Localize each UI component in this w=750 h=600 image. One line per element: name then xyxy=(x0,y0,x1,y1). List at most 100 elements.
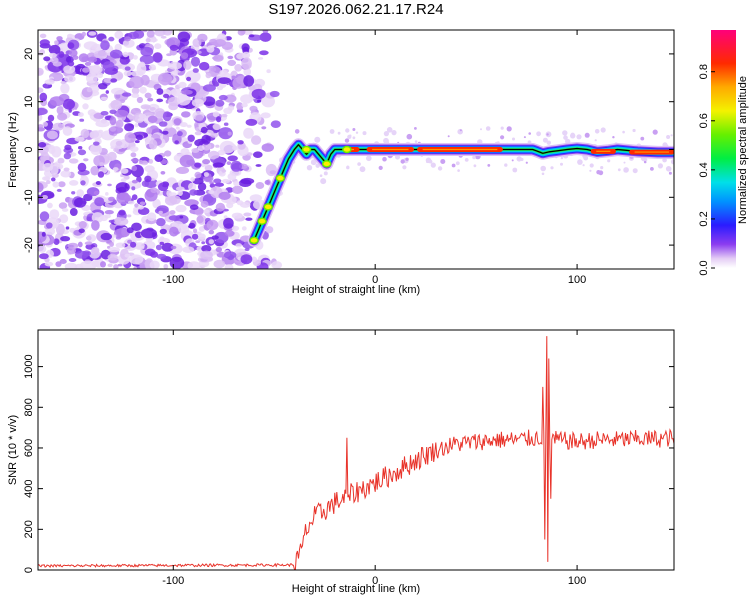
colorbar-tick-label: 0.6 xyxy=(698,113,710,128)
noise-dot xyxy=(428,159,433,164)
noise-blob xyxy=(149,139,158,150)
noise-blob xyxy=(146,127,153,135)
noise-blob xyxy=(46,222,53,229)
noise-blob xyxy=(230,160,242,172)
spectrogram-x-axis-label: Height of straight line (km) xyxy=(292,284,420,296)
noise-blob xyxy=(59,214,69,224)
noise-blob xyxy=(46,180,51,185)
noise-blob xyxy=(205,72,212,79)
ridge-spot xyxy=(263,203,273,211)
noise-blob xyxy=(212,162,224,168)
noise-blob xyxy=(212,111,220,118)
noise-blob xyxy=(131,93,140,98)
noise-blob xyxy=(136,96,143,104)
noise-blob xyxy=(102,61,115,71)
noise-blob xyxy=(113,264,119,269)
noise-blob xyxy=(208,150,220,160)
noise-dot xyxy=(504,163,508,167)
noise-dot xyxy=(536,131,541,137)
noise-blob xyxy=(131,222,142,231)
noise-blob xyxy=(126,227,134,234)
noise-blob xyxy=(206,219,219,231)
noise-blob xyxy=(109,116,117,126)
noise-dot xyxy=(344,138,350,143)
noise-dot xyxy=(457,169,460,172)
noise-blob xyxy=(100,232,113,241)
noise-blob xyxy=(148,64,156,71)
noise-dot xyxy=(314,136,321,143)
noise-blob xyxy=(97,83,108,90)
noise-blob xyxy=(147,115,158,124)
noise-blob xyxy=(258,57,264,60)
noise-blob xyxy=(200,250,213,260)
noise-blob xyxy=(108,196,115,202)
noise-dot xyxy=(623,169,627,173)
noise-blob xyxy=(235,243,242,248)
noise-blob xyxy=(108,247,120,253)
noise-blob xyxy=(105,90,110,94)
noise-dot xyxy=(541,172,545,176)
noise-blob xyxy=(233,180,240,187)
noise-blob xyxy=(215,144,220,148)
noise-blob xyxy=(133,55,138,60)
noise-blob xyxy=(122,39,135,48)
noise-blob xyxy=(120,178,127,183)
noise-blob xyxy=(157,182,169,192)
noise-blob xyxy=(77,149,87,156)
noise-blob xyxy=(162,111,172,122)
noise-blob xyxy=(108,36,115,42)
noise-blob xyxy=(158,210,163,214)
noise-blob xyxy=(231,225,240,231)
noise-blob xyxy=(179,215,184,219)
noise-blob xyxy=(257,99,262,103)
noise-dot xyxy=(665,166,672,172)
noise-blob xyxy=(259,50,269,56)
noise-blob xyxy=(122,51,129,58)
noise-blob xyxy=(218,191,231,200)
noise-blob xyxy=(152,52,163,63)
chart-title: S197.2026.062.21.17.R24 xyxy=(268,1,443,18)
noise-blob xyxy=(177,31,191,43)
noise-dot xyxy=(414,126,417,130)
noise-blob xyxy=(134,123,139,128)
noise-blob xyxy=(201,241,206,245)
noise-blob xyxy=(65,226,70,230)
noise-blob xyxy=(241,102,248,108)
noise-blob xyxy=(134,203,139,208)
noise-blob xyxy=(133,266,137,269)
noise-dot xyxy=(437,166,443,171)
snr-line xyxy=(38,336,674,570)
noise-blob xyxy=(208,190,215,194)
noise-blob xyxy=(223,107,233,115)
noise-blob xyxy=(218,94,228,101)
noise-blob xyxy=(194,131,202,136)
ridge-layer-1 xyxy=(249,139,674,246)
noise-dot xyxy=(345,128,350,133)
noise-blob xyxy=(159,241,165,246)
noise-blob xyxy=(241,43,250,52)
noise-blob xyxy=(114,30,124,39)
noise-blob xyxy=(264,180,270,185)
noise-dot xyxy=(459,129,462,132)
noise-blob xyxy=(170,245,177,250)
noise-dot xyxy=(506,126,512,132)
noise-dot xyxy=(362,131,367,136)
noise-blob xyxy=(129,115,135,122)
noise-blob xyxy=(190,56,201,67)
noise-blob xyxy=(240,254,253,265)
noise-dot xyxy=(662,157,667,163)
noise-blob xyxy=(109,126,117,132)
noise-blob xyxy=(57,157,65,164)
spectrogram-ridge xyxy=(247,138,674,247)
noise-blob xyxy=(163,264,169,269)
noise-blob xyxy=(44,79,55,85)
noise-dot xyxy=(617,168,621,172)
noise-blob xyxy=(139,201,146,206)
noise-dot xyxy=(520,157,524,162)
noise-blob xyxy=(227,55,234,60)
noise-blob xyxy=(216,86,224,91)
noise-blob xyxy=(69,49,78,57)
noise-blob xyxy=(180,148,190,156)
noise-dot xyxy=(623,161,626,164)
